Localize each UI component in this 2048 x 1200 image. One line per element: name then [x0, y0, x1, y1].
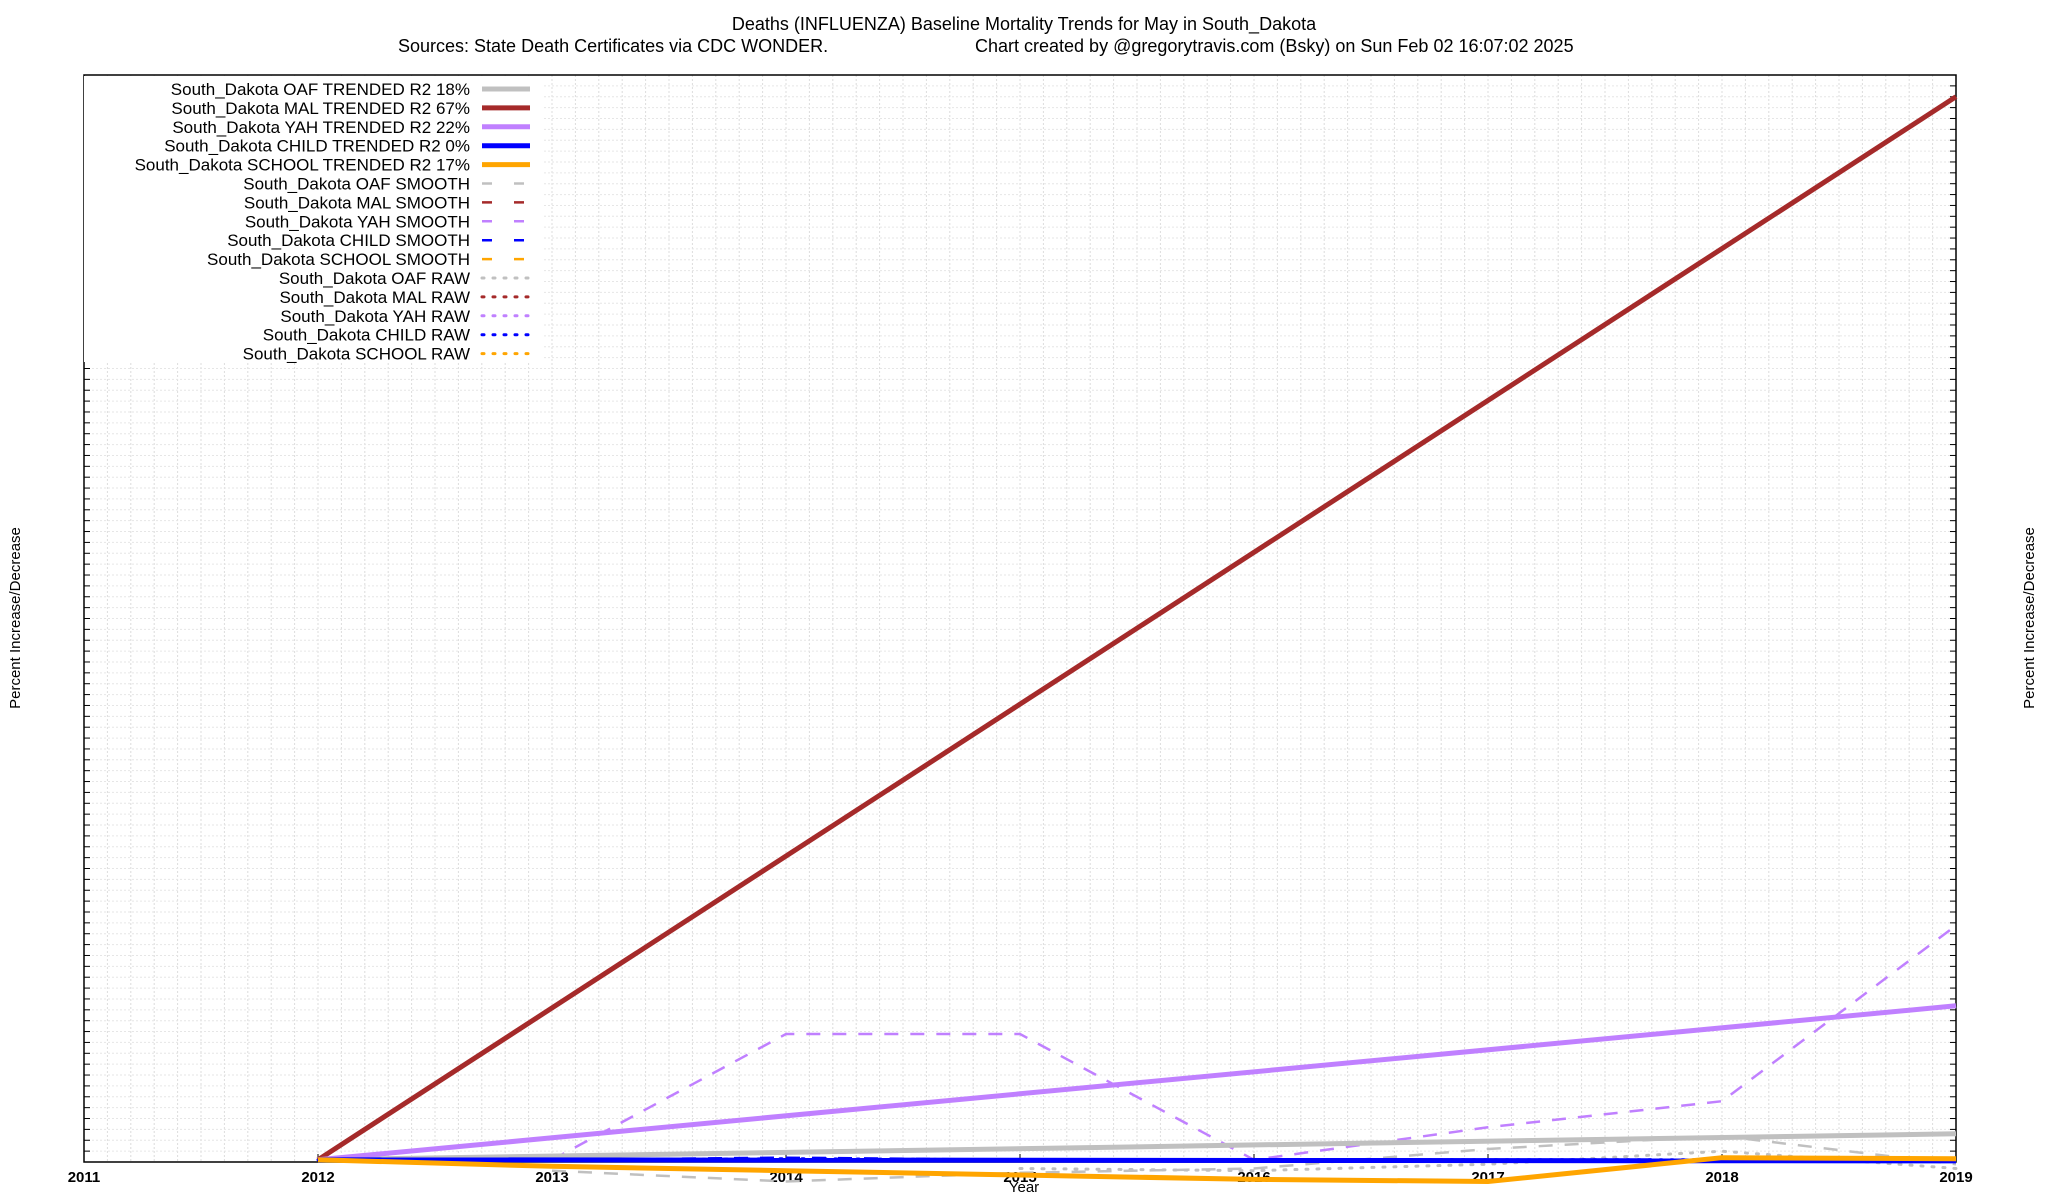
- x-tick-label: 2012: [301, 1169, 334, 1186]
- legend-label: South_Dakota OAF TRENDED R2 18%: [171, 80, 470, 99]
- legend-label: South_Dakota MAL RAW: [279, 288, 470, 307]
- chart-subtitle-left: Sources: State Death Certificates via CD…: [398, 36, 828, 56]
- series-line-oaf-trend: [317, 1131, 1957, 1163]
- legend-label: South_Dakota MAL SMOOTH: [244, 193, 470, 212]
- x-tick-label: 2011: [68, 1169, 101, 1186]
- legend-label: South_Dakota YAH RAW: [280, 307, 470, 326]
- legend-label: South_Dakota CHILD SMOOTH: [227, 231, 470, 250]
- series-line-school-trend: [317, 1155, 1957, 1185]
- x-axis-label: Year: [1009, 1179, 1039, 1196]
- legend-background: [84, 76, 544, 362]
- legend-label: South_Dakota MAL TRENDED R2 67%: [171, 99, 470, 118]
- y-axis-label-left: Percent Increase/Decrease: [7, 527, 24, 709]
- x-tick-label: 2013: [535, 1169, 568, 1186]
- y-tick-stubs: [84, 74, 1956, 1163]
- series-layer: [316, 94, 1958, 1185]
- legend-label: South_Dakota CHILD RAW: [263, 326, 470, 345]
- x-tick-label: 2018: [1705, 1169, 1738, 1186]
- legend-label: South_Dakota CHILD TRENDED R2 0%: [164, 137, 470, 156]
- legend-label: South_Dakota SCHOOL TRENDED R2 17%: [135, 156, 470, 175]
- legend-label: South_Dakota OAF RAW: [279, 269, 470, 288]
- y-axis-label-right: Percent Increase/Decrease: [2021, 527, 2038, 709]
- series-line-yah-trend: [317, 1003, 1957, 1163]
- legend-label: South_Dakota OAF SMOOTH: [243, 175, 470, 194]
- grid: [83, 75, 1957, 1162]
- legend-label: South_Dakota YAH TRENDED R2 22%: [172, 118, 470, 137]
- chart-title: Deaths (INFLUENZA) Baseline Mortality Tr…: [732, 14, 1317, 35]
- chart-subtitle-right: Chart created by @gregorytravis.com (Bsk…: [975, 36, 1574, 56]
- legend: South_Dakota OAF TRENDED R2 18%South_Dak…: [135, 80, 532, 364]
- series-line-mal-trend: [316, 94, 1958, 1162]
- x-tick-label: 2019: [1939, 1169, 1972, 1186]
- legend-label: South_Dakota SCHOOL SMOOTH: [207, 250, 470, 269]
- legend-label: South_Dakota SCHOOL RAW: [243, 345, 470, 364]
- legend-label: South_Dakota YAH SMOOTH: [245, 212, 470, 231]
